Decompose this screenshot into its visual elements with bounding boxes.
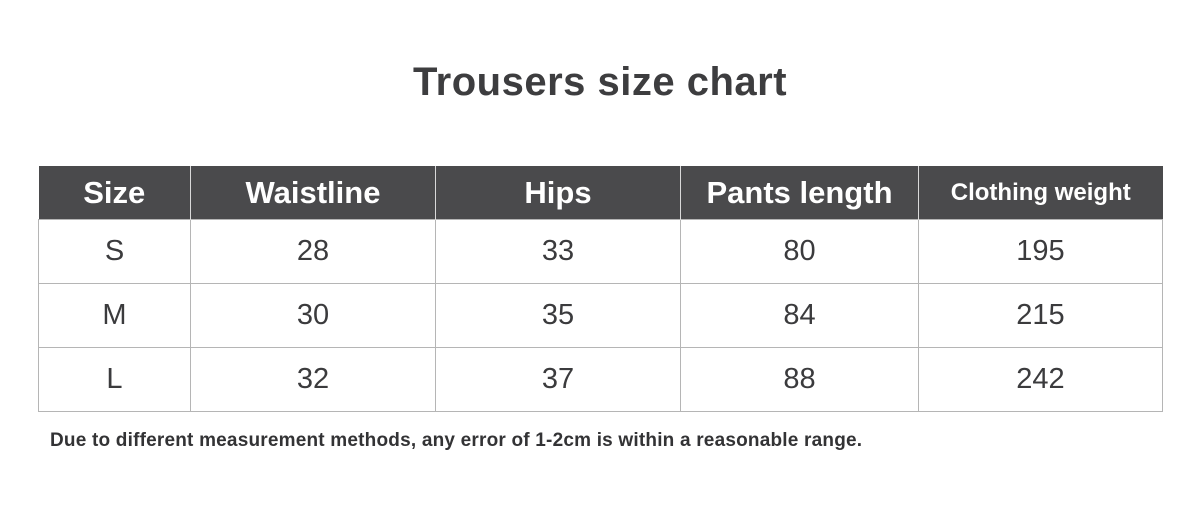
cell-clothing-weight: 195	[918, 219, 1163, 284]
measurement-disclaimer: Due to different measurement methods, an…	[50, 430, 863, 451]
column-header-size: Size	[38, 166, 191, 220]
cell-hips: 33	[435, 219, 681, 284]
table-row: M 30 35 84 215	[38, 283, 1163, 348]
column-header-hips: Hips	[435, 166, 681, 220]
table-row: S 28 33 80 195	[38, 219, 1163, 284]
page-title: Trousers size chart	[412, 60, 788, 104]
cell-size: L	[38, 347, 191, 412]
column-header-pants-length: Pants length	[680, 166, 919, 220]
cell-clothing-weight: 215	[918, 283, 1163, 348]
table-row: L 32 37 88 242	[38, 347, 1163, 412]
cell-hips: 35	[435, 283, 681, 348]
cell-pants-length: 88	[680, 347, 919, 412]
column-header-waistline: Waistline	[190, 166, 436, 220]
column-header-clothing-weight: Clothing weight	[918, 166, 1163, 220]
cell-size: M	[38, 283, 191, 348]
cell-pants-length: 80	[680, 219, 919, 284]
cell-pants-length: 84	[680, 283, 919, 348]
size-chart-table: Size Waistline Hips Pants length Clothin…	[38, 166, 1163, 412]
cell-waistline: 28	[190, 219, 436, 284]
table-header-row: Size Waistline Hips Pants length Clothin…	[38, 166, 1163, 220]
cell-clothing-weight: 242	[918, 347, 1163, 412]
cell-size: S	[38, 219, 191, 284]
cell-waistline: 30	[190, 283, 436, 348]
cell-hips: 37	[435, 347, 681, 412]
cell-waistline: 32	[190, 347, 436, 412]
